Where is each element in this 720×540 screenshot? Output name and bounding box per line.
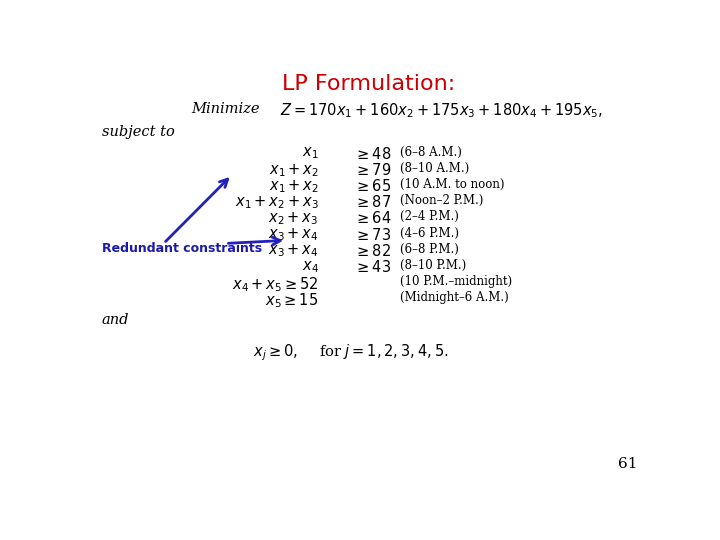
Text: (4–6 P.M.): (4–6 P.M.) <box>400 226 459 240</box>
Text: $\geq 82$: $\geq 82$ <box>354 242 391 259</box>
Text: $x_5 \geq 15$: $x_5 \geq 15$ <box>266 291 319 310</box>
Text: LP Formulation:: LP Formulation: <box>282 74 456 94</box>
Text: for $j = 1, 2, 3, 4, 5.$: for $j = 1, 2, 3, 4, 5.$ <box>319 342 448 361</box>
Text: $Z = 170x_1 + 160x_2 + 175x_3 + 180x_4 + 195x_5,$: $Z = 170x_1 + 160x_2 + 175x_3 + 180x_4 +… <box>280 102 603 120</box>
Text: (Noon–2 P.M.): (Noon–2 P.M.) <box>400 194 483 207</box>
Text: $\geq 79$: $\geq 79$ <box>354 162 391 178</box>
Text: $x_1 + x_2$: $x_1 + x_2$ <box>269 162 319 179</box>
Text: (Midnight–6 A.M.): (Midnight–6 A.M.) <box>400 291 509 304</box>
Text: (10 A.M. to noon): (10 A.M. to noon) <box>400 178 505 191</box>
Text: $x_4$: $x_4$ <box>302 259 319 274</box>
Text: 61: 61 <box>618 457 637 471</box>
Text: $x_2 + x_3$: $x_2 + x_3$ <box>269 211 319 227</box>
Text: subject to: subject to <box>102 125 174 139</box>
Text: $\geq 64$: $\geq 64$ <box>354 211 391 226</box>
Text: (10 P.M.–midnight): (10 P.M.–midnight) <box>400 275 512 288</box>
Text: $\geq 65$: $\geq 65$ <box>354 178 391 194</box>
Text: (8–10 A.M.): (8–10 A.M.) <box>400 162 469 175</box>
Text: $x_3 + x_4$: $x_3 + x_4$ <box>268 242 319 259</box>
Text: $\geq 43$: $\geq 43$ <box>354 259 391 275</box>
Text: $\geq 73$: $\geq 73$ <box>354 226 391 242</box>
Text: $x_1 + x_2 + x_3$: $x_1 + x_2 + x_3$ <box>235 194 319 211</box>
Text: (6–8 A.M.): (6–8 A.M.) <box>400 146 462 159</box>
Text: (2–4 P.M.): (2–4 P.M.) <box>400 211 459 224</box>
Text: $x_j \geq 0,$: $x_j \geq 0,$ <box>253 342 297 362</box>
Text: Redundant constraints: Redundant constraints <box>102 242 262 255</box>
Text: Minimize: Minimize <box>191 102 259 116</box>
Text: $\geq 87$: $\geq 87$ <box>354 194 391 210</box>
Text: (8–10 P.M.): (8–10 P.M.) <box>400 259 467 272</box>
Text: $x_4 + x_5 \geq 52$: $x_4 + x_5 \geq 52$ <box>232 275 319 294</box>
Text: $x_1$: $x_1$ <box>302 146 319 161</box>
Text: $x_3 + x_4$: $x_3 + x_4$ <box>268 226 319 243</box>
Text: $\geq 48$: $\geq 48$ <box>354 146 391 161</box>
Text: $x_1 + x_2$: $x_1 + x_2$ <box>269 178 319 195</box>
Text: and: and <box>102 313 129 327</box>
Text: (6–8 P.M.): (6–8 P.M.) <box>400 242 459 255</box>
